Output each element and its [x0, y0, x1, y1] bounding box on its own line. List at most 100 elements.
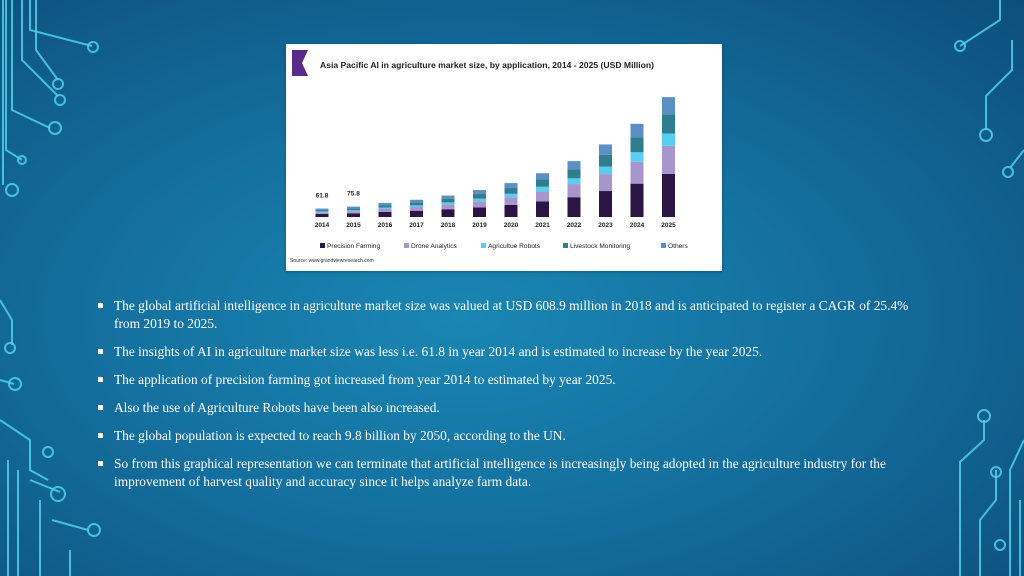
- legend-swatch: [320, 243, 325, 248]
- bar-segment: [536, 191, 549, 202]
- bar-segment: [378, 207, 392, 209]
- bar-segment: [567, 178, 581, 185]
- bar-segment: [441, 198, 455, 203]
- bullet-item: The global artificial intelligence in ag…: [98, 297, 918, 333]
- bar-segment: [315, 208, 329, 210]
- bullet-item: The application of precision farming got…: [98, 371, 918, 389]
- stacked-bar-chart: Asia Pacific AI in agriculture market si…: [290, 50, 688, 264]
- bar-segment: [410, 205, 423, 208]
- x-tick-label: 2023: [598, 222, 613, 229]
- bar-segment: [662, 173, 675, 217]
- bar-segment: [441, 204, 455, 210]
- bullet-item: The insights of AI in agriculture market…: [98, 343, 918, 361]
- bullet-list: The global artificial intelligence in ag…: [98, 297, 918, 501]
- bar-segment: [347, 211, 360, 214]
- legend-item: Livestock Monitoring: [563, 243, 630, 250]
- legend-label: Precision Farming: [327, 243, 380, 250]
- bullet-item: So from this graphical representation we…: [98, 455, 918, 491]
- legend-swatch: [661, 243, 666, 248]
- bar-segment: [599, 191, 612, 217]
- chart-card: Asia Pacific AI in agriculture market si…: [286, 44, 722, 271]
- bar-segment: [378, 211, 392, 217]
- bar-segment: [315, 213, 329, 217]
- bar-segment: [473, 194, 486, 199]
- legend-item: Precision Farming: [320, 243, 380, 250]
- bar-segment: [315, 209, 329, 212]
- chart-source: Source: www.grandviewresearch.com: [290, 258, 374, 264]
- legend-item: Drone Analytics: [404, 243, 458, 250]
- legend-swatch: [481, 243, 486, 248]
- bar-segment: [473, 190, 486, 195]
- bar-segment: [347, 206, 360, 209]
- bar-segment: [315, 211, 329, 213]
- bar-segment: [662, 97, 675, 115]
- bar-segment: [441, 209, 455, 217]
- x-tick-label: 2016: [378, 222, 393, 229]
- bar-segment: [378, 202, 392, 206]
- bar-segment: [441, 195, 455, 199]
- bar-segment: [567, 161, 581, 170]
- bar-segment: [378, 205, 392, 208]
- x-tick-label: 2021: [535, 222, 550, 229]
- bar-segment: [599, 144, 612, 155]
- bullet-item: Also the use of Agriculture Robots have …: [98, 399, 918, 417]
- x-tick-label: 2022: [567, 222, 582, 229]
- bar-segment: [599, 154, 612, 167]
- bar-segment: [662, 145, 675, 174]
- legend-label: Drone Analytics: [411, 243, 458, 250]
- bar-segment: [536, 201, 549, 217]
- bar-segment: [630, 123, 644, 138]
- legend-swatch: [563, 243, 568, 248]
- bar-segment: [504, 197, 518, 205]
- title-mark: [292, 50, 308, 76]
- bullet-item: The global population is expected to rea…: [98, 427, 918, 445]
- bar-segment: [473, 201, 486, 208]
- bar-segment: [630, 161, 644, 184]
- bar-segment: [473, 198, 486, 202]
- bar-segment: [410, 199, 423, 203]
- bar-segment: [378, 208, 392, 212]
- data-label: 75.8: [347, 191, 360, 198]
- bar-segment: [630, 183, 644, 217]
- legend-item: Agricultue Robots: [481, 243, 541, 250]
- bar-segment: [410, 207, 423, 211]
- x-tick-label: 2024: [630, 222, 645, 229]
- bar-segment: [504, 188, 518, 194]
- bar-segment: [536, 186, 549, 192]
- data-label: 61.8: [316, 193, 329, 200]
- bar-segment: [347, 213, 360, 217]
- legend-label: Agricultue Robots: [488, 243, 541, 250]
- chart-title: Asia Pacific AI in agriculture market si…: [320, 60, 654, 70]
- bar-segment: [347, 208, 360, 211]
- bar-segment: [599, 166, 612, 175]
- x-tick-label: 2019: [472, 222, 487, 229]
- bar-segment: [662, 133, 675, 146]
- legend-label: Livestock Monitoring: [570, 243, 630, 250]
- x-tick-label: 2020: [504, 222, 519, 229]
- bar-segment: [473, 207, 486, 217]
- bar-segment: [599, 174, 612, 192]
- bar-segment: [410, 210, 423, 217]
- bar-segment: [630, 137, 644, 153]
- x-tick-label: 2015: [346, 222, 361, 229]
- bar-segment: [504, 183, 518, 189]
- bar-segment: [504, 204, 518, 217]
- x-tick-label: 2017: [409, 222, 424, 229]
- bar-segment: [630, 152, 644, 162]
- bar-segment: [662, 114, 675, 134]
- x-tick-label: 2014: [315, 222, 330, 229]
- bar-segment: [315, 212, 329, 214]
- legend-item: Others: [661, 243, 688, 250]
- x-tick-label: 2018: [441, 222, 456, 229]
- bar-segment: [536, 179, 549, 187]
- bar-segment: [504, 193, 518, 198]
- legend-label: Others: [668, 243, 688, 250]
- bar-segment: [567, 169, 581, 179]
- bar-segment: [567, 197, 581, 217]
- bar-segment: [347, 210, 360, 212]
- legend-swatch: [404, 243, 409, 248]
- bar-segment: [410, 202, 423, 206]
- bar-segment: [567, 184, 581, 198]
- bar-segment: [441, 202, 455, 205]
